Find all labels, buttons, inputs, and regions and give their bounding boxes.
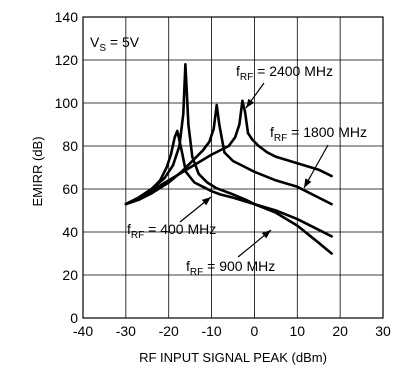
series-label-2400-mhz: fRF = 2400 MHz — [236, 63, 333, 83]
series-label-900-mhz: fRF = 900 MHz — [186, 258, 275, 278]
y-tick-label: 100 — [55, 95, 79, 111]
x-tick-label: 0 — [251, 323, 259, 339]
x-tick-label: 10 — [289, 323, 305, 339]
series-arrowhead-1800-mhz — [304, 178, 312, 188]
supply-value: = 5V — [106, 34, 140, 50]
x-tick-label: -10 — [201, 323, 221, 339]
series-label-symbol: f — [236, 63, 240, 79]
series-label-1800-mhz: fRF = 1800 MHz — [270, 124, 367, 144]
x-axis-label: RF INPUT SIGNAL PEAK (dBm) — [139, 350, 327, 365]
series-label-symbol: f — [270, 124, 274, 140]
series-label-subscript: RF — [131, 230, 144, 241]
series-label-value: = 1800 MHz — [287, 124, 367, 140]
x-tick-label: -40 — [73, 323, 93, 339]
y-tick-label: 60 — [62, 181, 78, 197]
y-tick-label: 0 — [70, 310, 78, 326]
plot-frame — [82, 16, 384, 319]
grid — [83, 17, 383, 318]
series-label-subscript: RF — [274, 133, 287, 144]
x-tick-label: 20 — [332, 323, 348, 339]
series-line-1800-mhz — [124, 103, 333, 206]
supply-subscript: S — [99, 43, 106, 54]
series-label-subscript: RF — [190, 267, 203, 278]
series-label-symbol: f — [127, 221, 131, 237]
series-label-symbol: f — [186, 258, 190, 274]
series-line-900-mhz — [124, 63, 333, 255]
series-label-value: = 900 MHz — [203, 258, 275, 274]
y-tick-label: 120 — [55, 52, 79, 68]
y-axis-label: EMIRR (dB) — [30, 136, 45, 206]
series-line-2400-mhz — [124, 99, 333, 206]
series-label-subscript: RF — [240, 72, 253, 83]
x-tick-label: -30 — [116, 323, 136, 339]
series-label-value: = 2400 MHz — [253, 63, 333, 79]
tick-labels: -40 -30 -20 -10 0 10 20 30 0 20 40 60 80 100 120 140 — [55, 9, 391, 339]
y-tick-label: 140 — [55, 9, 79, 25]
x-tick-label: -20 — [159, 323, 179, 339]
series-arrowhead-900-mhz — [261, 230, 271, 239]
series-label-value: = 400 MHz — [144, 221, 216, 237]
series-group — [124, 63, 333, 255]
x-tick-label: 30 — [375, 323, 391, 339]
series-arrowhead-400-mhz — [201, 197, 211, 206]
y-tick-label: 80 — [62, 138, 78, 154]
supply-voltage-label: VS = 5V — [90, 34, 140, 54]
series-arrowhead-2400-mhz — [246, 98, 255, 108]
y-tick-label: 40 — [62, 224, 78, 240]
series-label-400-mhz: fRF = 400 MHz — [127, 221, 216, 241]
series-line-400-mhz — [124, 129, 333, 238]
supply-symbol: V — [90, 34, 100, 50]
y-tick-label: 20 — [62, 267, 78, 283]
